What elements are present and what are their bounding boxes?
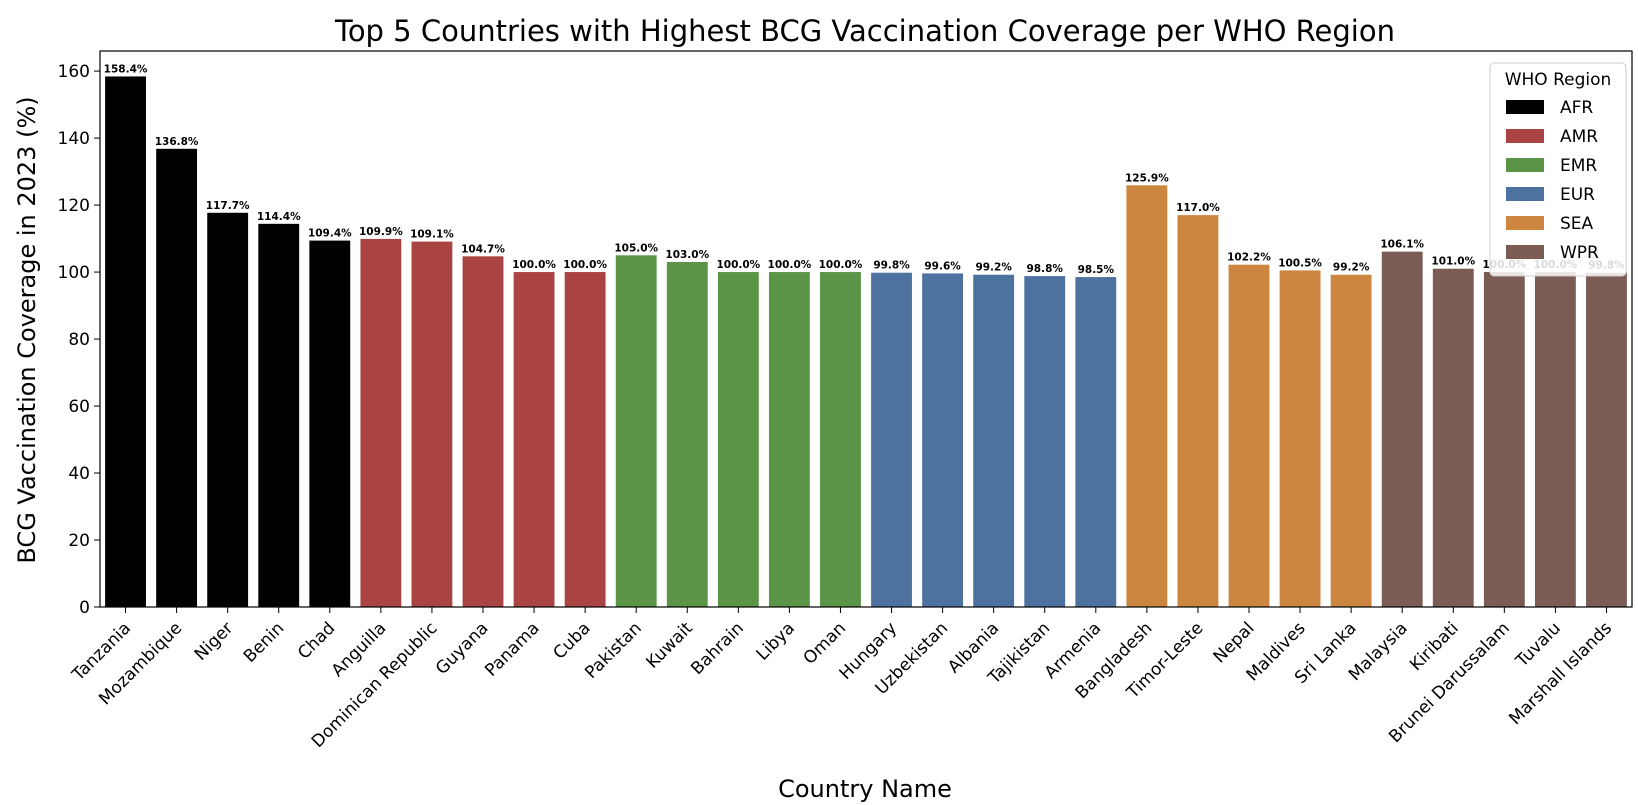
data-label: 117.7% (206, 200, 250, 212)
bar-libya (768, 272, 810, 607)
y-tick-label: 100 (58, 263, 90, 283)
data-label: 101.0% (1431, 256, 1475, 268)
x-tick-label: Chad (294, 618, 339, 663)
x-tick-label: Nepal (1210, 618, 1259, 667)
legend-label-afr: AFR (1560, 98, 1593, 118)
bar-tajikistan (1024, 276, 1066, 607)
x-tick-label: Benin (240, 618, 288, 666)
data-label: 114.4% (257, 211, 301, 223)
bar-pakistan (615, 255, 657, 608)
bars-layer (105, 76, 1627, 608)
bar-albania (973, 274, 1015, 607)
data-label: 100.0% (563, 259, 607, 271)
y-tick-label: 40 (68, 464, 90, 484)
x-axis-label: Country Name (778, 775, 952, 803)
bar-bangladesh (1126, 185, 1168, 607)
data-label: 98.8% (1027, 263, 1064, 275)
x-tick-label: Libya (753, 618, 799, 664)
bar-guyana (462, 256, 504, 607)
bar-oman (820, 272, 861, 607)
bar-hungary (871, 272, 912, 607)
data-label: 99.8% (873, 260, 910, 272)
data-label: 106.1% (1380, 239, 1424, 251)
legend-label-wpr: WPR (1560, 243, 1599, 263)
bar-anguilla (360, 238, 402, 608)
y-tick-label: 120 (58, 196, 90, 216)
x-tick-label: Cuba (550, 618, 595, 663)
legend-swatch-amr (1506, 129, 1544, 143)
chart-title: Top 5 Countries with Highest BCG Vaccina… (334, 14, 1395, 48)
x-tick-label: Niger (191, 618, 237, 664)
bar-maldives (1279, 270, 1321, 607)
y-tick-label: 0 (79, 598, 90, 618)
bar-bahrain (717, 272, 759, 607)
bar-cuba (564, 272, 606, 607)
data-label: 99.2% (975, 262, 1012, 274)
data-label: 99.6% (924, 260, 961, 272)
data-label: 100.0% (819, 259, 863, 271)
y-tick-label: 80 (68, 330, 90, 350)
bar-panama (513, 272, 555, 607)
bar-uzbekistan (922, 273, 964, 607)
data-label: 102.2% (1227, 252, 1271, 264)
bar-timor-leste (1177, 215, 1219, 607)
data-label: 104.7% (461, 243, 505, 255)
legend-label-sea: SEA (1560, 214, 1594, 234)
legend-swatch-wpr (1506, 245, 1544, 259)
legend-label-eur: EUR (1560, 185, 1595, 205)
bar-sri-lanka (1330, 274, 1372, 607)
data-label: 105.0% (614, 242, 658, 254)
bar-malaysia (1381, 251, 1423, 608)
data-label: 100.0% (512, 259, 556, 271)
legend-title: WHO Region (1505, 70, 1612, 90)
data-label: 100.0% (768, 259, 812, 271)
bar-kiribati (1432, 268, 1474, 607)
data-label: 109.9% (359, 226, 403, 238)
data-label: 99.2% (1333, 262, 1370, 274)
legend-label-emr: EMR (1560, 156, 1597, 176)
legend-swatch-emr (1506, 158, 1544, 172)
bar-armenia (1075, 277, 1117, 607)
data-label: 109.4% (308, 228, 352, 240)
y-tick-label: 160 (58, 62, 90, 82)
bar-niger (207, 212, 249, 607)
bar-tuvalu (1534, 272, 1576, 607)
legend-swatch-eur (1506, 187, 1544, 201)
legend-swatch-afr (1506, 100, 1544, 114)
legend-label-amr: AMR (1560, 127, 1598, 147)
bar-nepal (1228, 264, 1270, 607)
bar-marshall-islands (1586, 272, 1627, 607)
y-tick-label: 60 (68, 397, 90, 417)
data-label: 98.5% (1078, 264, 1115, 276)
bar-dominican-republic (411, 241, 453, 607)
data-label: 117.0% (1176, 202, 1220, 214)
bar-mozambique (156, 148, 198, 607)
data-label: 100.5% (1278, 257, 1322, 269)
data-label: 103.0% (665, 249, 709, 261)
bar-benin (258, 223, 300, 607)
bar-brunei-darussalam (1483, 272, 1525, 607)
legend[interactable]: WHO Region AFR AMR EMR EUR SEA WPR (1489, 62, 1627, 277)
y-tick-label: 140 (58, 129, 90, 149)
data-label: 158.4% (104, 63, 148, 75)
bar-kuwait (666, 262, 708, 607)
bar-tanzania (105, 76, 146, 607)
x-tick-label: Pakistan (581, 618, 645, 682)
y-axis: 0 20 40 60 80 100 120 140 160 (58, 62, 100, 618)
data-label: 100.0% (716, 259, 760, 271)
x-tick-label: Panama (481, 618, 543, 680)
y-axis-label: BCG Vaccination Coverage in 2023 (%) (13, 96, 41, 563)
data-label: 125.9% (1125, 172, 1169, 184)
x-tick-label: Bahrain (687, 618, 748, 679)
data-label: 109.1% (410, 229, 454, 241)
legend-swatch-sea (1506, 216, 1544, 230)
x-tick-label: Oman (800, 618, 850, 668)
y-tick-label: 20 (68, 531, 90, 551)
plot-frame (99, 50, 1633, 608)
data-label: 136.8% (155, 136, 199, 148)
bar-chad (309, 240, 351, 607)
